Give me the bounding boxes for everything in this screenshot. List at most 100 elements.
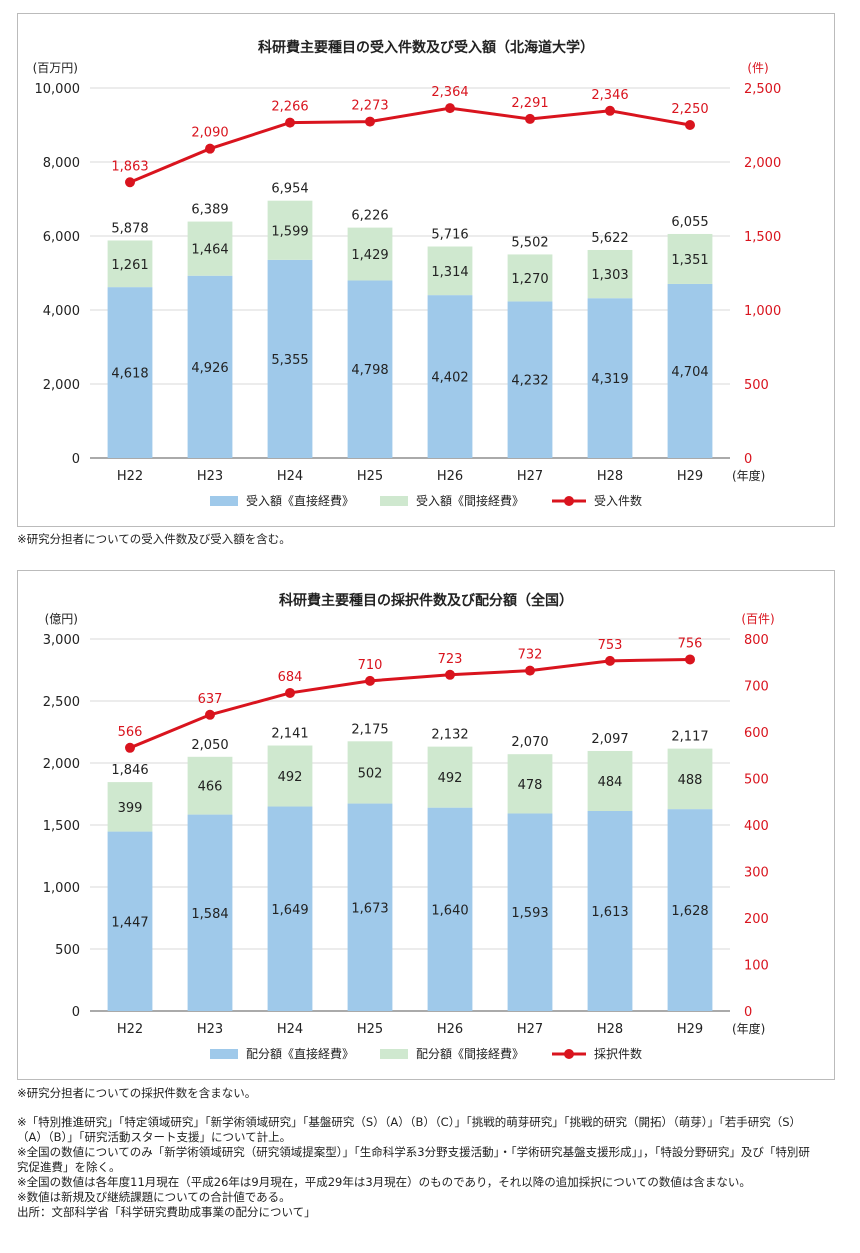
line-point-label: 2,346 — [591, 88, 628, 103]
right-tick-label: 600 — [744, 726, 769, 741]
bar-total-label: 2,132 — [431, 728, 468, 743]
bar-indirect — [507, 254, 553, 302]
chart-national: 科研費主要種目の採択件数及び配分額（全国） (億円) (百件) 0 500 1,000 1,… — [43, 592, 775, 1061]
line-point-label: 2,364 — [431, 85, 468, 100]
line-point — [525, 113, 535, 124]
bar-direct — [107, 831, 153, 1011]
chart-title: 科研費主要種目の受入件数及び受入額（北海道大学） — [258, 39, 594, 56]
left-tick-label: 1,500 — [43, 819, 80, 834]
left-tick-label: 2,000 — [43, 757, 80, 772]
bar-indirect — [427, 246, 473, 296]
x-tick-label: H29 — [677, 1022, 703, 1037]
bar-total-label: 2,175 — [351, 722, 388, 737]
chart2-note: ※研究分担者についての採択件数を含まない。 — [17, 1086, 257, 1100]
bar-direct-label: 1,593 — [511, 906, 548, 921]
bar-direct — [427, 807, 473, 1011]
x-tick-label: H24 — [277, 1022, 303, 1037]
left-tick-label: 10,000 — [35, 82, 81, 97]
legend-label-line: 採択件数 — [594, 1046, 642, 1061]
bar-indirect-label: 466 — [198, 780, 223, 795]
x-tick-label: H23 — [197, 1022, 223, 1037]
bar-direct — [427, 295, 473, 458]
line-point — [685, 654, 695, 665]
bar-indirect-label: 1,599 — [271, 224, 308, 239]
bar-indirect-label: 1,261 — [111, 258, 148, 273]
line-point-label: 2,266 — [271, 100, 308, 115]
bar-total-label: 6,055 — [671, 215, 708, 230]
bar-direct — [587, 298, 633, 458]
left-tick-label: 0 — [72, 452, 80, 467]
line-series — [129, 106, 691, 184]
bar-direct-label: 4,402 — [431, 371, 468, 386]
legend-swatch-direct — [210, 496, 238, 506]
line-point-label: 2,273 — [351, 99, 388, 114]
bar-indirect — [187, 221, 233, 276]
bar-total-label: 5,622 — [591, 231, 628, 246]
bar-indirect-label: 1,464 — [191, 243, 228, 258]
bar-indirect-label: 484 — [598, 775, 623, 790]
bar-total-label: 5,716 — [431, 228, 468, 243]
x-axis-unit: (年度) — [732, 468, 765, 483]
bar-indirect — [267, 745, 313, 807]
bar-indirect-label: 1,314 — [431, 265, 468, 280]
line-point-label: 1,863 — [111, 159, 148, 174]
right-tick-label: 300 — [744, 866, 769, 881]
bar-total-label: 5,502 — [511, 235, 548, 250]
legend-label-line: 受入件数 — [594, 493, 642, 508]
line-point — [605, 655, 615, 666]
left-tick-label: 8,000 — [43, 156, 80, 171]
left-axis-unit: (億円) — [45, 612, 78, 626]
right-tick-label: 500 — [744, 773, 769, 788]
legend-swatch-direct — [210, 1049, 238, 1059]
x-tick-label: H28 — [597, 469, 623, 484]
x-axis-unit: (年度) — [732, 1021, 765, 1036]
x-tick-label: H25 — [357, 469, 383, 484]
bar-indirect — [587, 249, 633, 299]
right-tick-label: 100 — [744, 959, 769, 974]
right-tick-label: 1,500 — [744, 230, 781, 245]
right-axis-unit: (百件) — [741, 612, 774, 626]
line-point — [285, 117, 295, 128]
chart-panel-national: 科研費主要種目の採択件数及び配分額（全国） (億円) (百件) 0 500 1,000 1,… — [17, 570, 835, 1080]
x-tick-label: H22 — [117, 1022, 143, 1037]
line-point-label: 2,291 — [511, 96, 548, 111]
footnote: ※「特別推進研究」「特定領域研究」「新学術領域研究」「基盤研究（S）（A）（B）… — [17, 1115, 802, 1144]
bar-indirect — [107, 782, 153, 832]
bar-direct-label: 5,355 — [271, 353, 308, 368]
bar-indirect — [187, 756, 233, 815]
line-series — [129, 657, 691, 750]
line-point — [285, 687, 295, 698]
bar-indirect-label: 1,351 — [671, 253, 708, 268]
bar-direct — [667, 809, 713, 1011]
line-point-label: 710 — [358, 658, 383, 673]
right-tick-label: 500 — [744, 378, 769, 393]
right-tick-label: 1,000 — [744, 304, 781, 319]
bar-total-label: 1,846 — [111, 763, 148, 778]
bar-indirect-label: 488 — [678, 773, 703, 788]
left-tick-label: 1,000 — [43, 881, 80, 896]
bar-direct-label: 4,232 — [511, 374, 548, 389]
line-point — [205, 143, 215, 154]
footnotes: ※「特別推進研究」「特定領域研究」「新学術領域研究」「基盤研究（S）（A）（B）… — [17, 1115, 817, 1220]
bar-total-label: 5,878 — [111, 221, 148, 236]
bar-total-label: 2,141 — [271, 727, 308, 742]
left-tick-label: 2,500 — [43, 695, 80, 710]
x-tick-label: H23 — [197, 469, 223, 484]
bar-direct — [107, 287, 153, 458]
bar-total-label: 6,954 — [271, 182, 308, 197]
bar-direct-label: 1,649 — [271, 903, 308, 918]
line-point-label: 756 — [678, 636, 703, 651]
line-point-label: 753 — [598, 638, 623, 653]
chart-panel-hokkaido: 科研費主要種目の受入件数及び受入額（北海道大学） (百万円) (件) 0 2,000 4,… — [17, 13, 835, 527]
bar-indirect-label: 1,303 — [591, 268, 628, 283]
x-tick-label: H24 — [277, 469, 303, 484]
bar-direct — [587, 810, 633, 1011]
line-point — [365, 675, 375, 686]
line-point — [205, 709, 215, 720]
bar-direct-label: 1,628 — [671, 904, 708, 919]
bar-direct-label: 4,798 — [351, 363, 388, 378]
bar-direct — [507, 813, 553, 1011]
bar-direct-label: 4,926 — [191, 361, 228, 376]
line-point — [125, 177, 135, 188]
bar-indirect — [507, 754, 553, 814]
